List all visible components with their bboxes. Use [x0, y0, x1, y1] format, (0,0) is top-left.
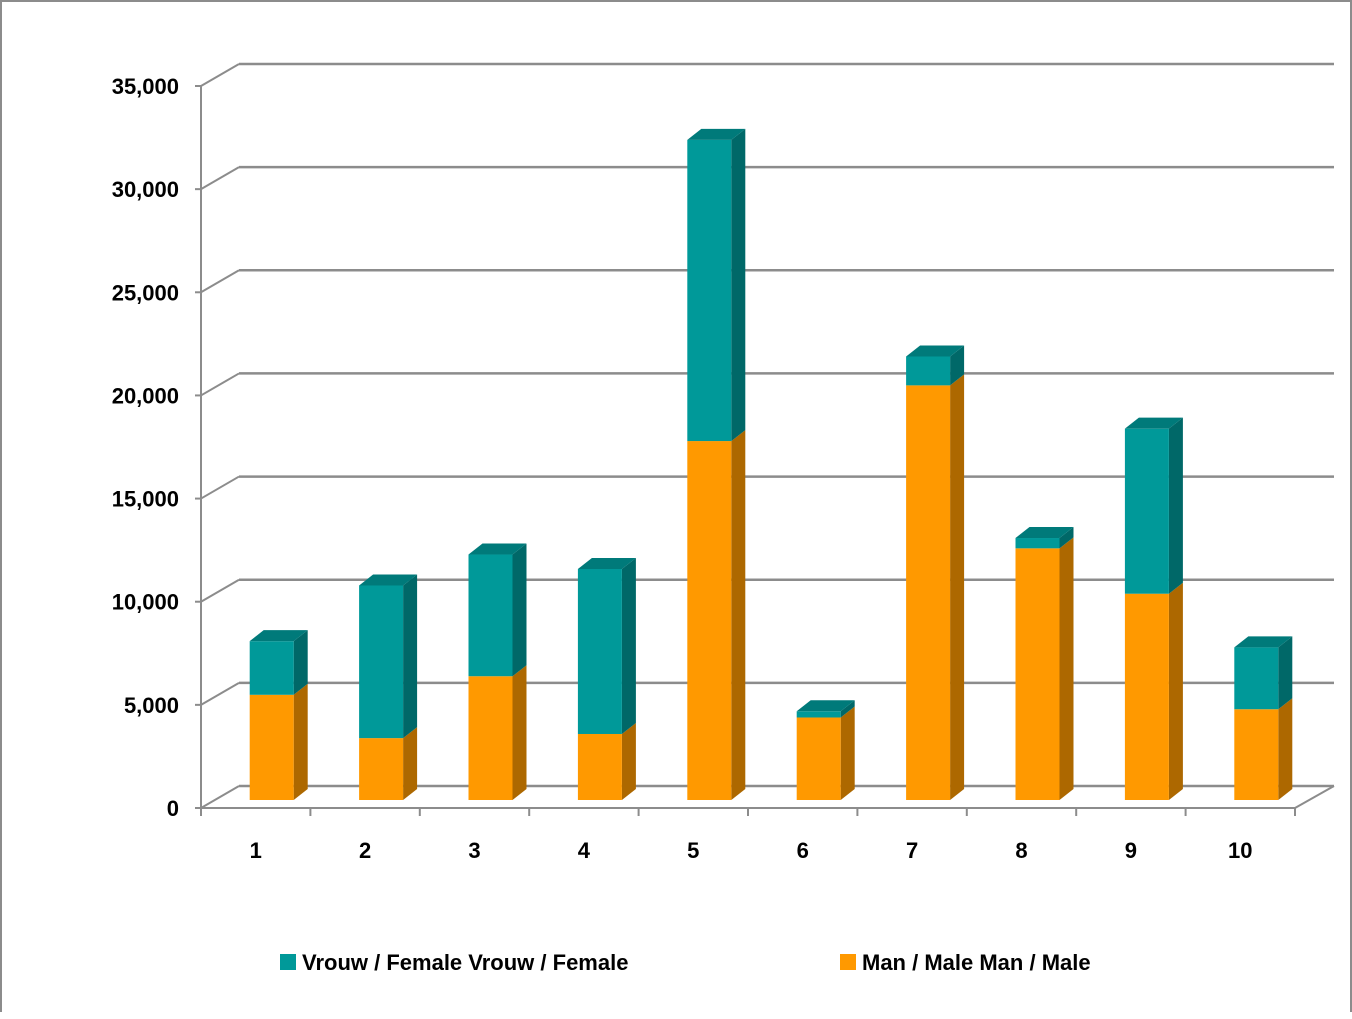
gridline-connector: [200, 269, 240, 294]
bar: [1015, 548, 1060, 800]
bar-side: [1059, 537, 1074, 800]
bar-side: [512, 665, 527, 800]
bar-side: [1168, 582, 1183, 800]
x-tick-label: 10: [1228, 838, 1252, 863]
bar: [687, 441, 732, 800]
bar: [1234, 709, 1279, 800]
bar-top: [359, 574, 418, 586]
bar: [359, 585, 404, 739]
bar-side: [840, 700, 855, 718]
bar: [249, 641, 294, 695]
bar: [468, 554, 513, 677]
bar-top: [687, 128, 746, 140]
bar: [687, 139, 732, 442]
bar: [1124, 593, 1169, 800]
bar-side: [403, 574, 418, 739]
bar-side: [293, 683, 308, 800]
x-tick-label: 3: [468, 838, 480, 863]
bar-side: [1278, 636, 1293, 710]
gridline-connector: [200, 166, 240, 191]
bar-top: [1234, 636, 1293, 648]
bar-side: [403, 727, 418, 800]
gridline-connector: [200, 475, 240, 500]
gridline-connector: [200, 372, 240, 397]
y-tick-label: 30,000: [112, 177, 179, 202]
bar-side: [731, 430, 746, 800]
y-tick-label: 5,000: [124, 693, 179, 718]
bar: [1015, 538, 1060, 549]
bar-side: [621, 722, 636, 800]
bar: [468, 676, 513, 800]
y-tick-label: 20,000: [112, 383, 179, 408]
floor-edge: [1294, 785, 1335, 809]
bar: [249, 694, 294, 800]
bar-side: [1278, 698, 1293, 800]
x-tick-label: 7: [906, 838, 918, 863]
bar-side: [293, 630, 308, 695]
x-tick-label: 2: [359, 838, 371, 863]
y-tick-label: 15,000: [112, 487, 179, 512]
y-tick-label: 35,000: [112, 74, 179, 99]
bar-side: [950, 374, 965, 800]
x-tick-label: 9: [1125, 838, 1137, 863]
gridline-connector: [200, 785, 240, 809]
legend-swatch: [840, 954, 856, 970]
gridline-connector: [200, 63, 240, 87]
bar: [796, 711, 841, 718]
bar-top: [1015, 527, 1074, 539]
y-tick-label: 0: [167, 796, 179, 821]
bar-side: [1168, 417, 1183, 594]
bar-side: [1059, 527, 1074, 549]
bar-top: [906, 345, 965, 357]
bar-top: [468, 543, 527, 555]
bar: [577, 733, 622, 800]
x-tick-label: 4: [578, 838, 591, 863]
x-tick-label: 5: [687, 838, 699, 863]
y-tick-label: 10,000: [112, 590, 179, 615]
bar-top: [1124, 417, 1183, 429]
bar-side: [950, 345, 965, 386]
bar-top: [249, 630, 308, 642]
bar-side: [731, 128, 746, 442]
legend-label: Man / Male Man / Male: [862, 950, 1091, 975]
bar: [1234, 647, 1279, 710]
legend-swatch: [280, 954, 296, 970]
gridline-connector: [200, 681, 240, 706]
y-tick-label: 25,000: [112, 280, 179, 305]
x-tick-label: 6: [797, 838, 809, 863]
bar: [906, 356, 951, 386]
x-tick-label: 8: [1015, 838, 1027, 863]
gridline-connector: [200, 578, 240, 603]
bar-side: [840, 706, 855, 800]
bar: [1124, 428, 1169, 594]
bar-top: [577, 557, 636, 569]
bar: [906, 385, 951, 800]
x-tick-label: 1: [250, 838, 262, 863]
bar-top: [796, 700, 855, 712]
legend-label: Vrouw / Female Vrouw / Female: [302, 950, 628, 975]
bar: [359, 738, 404, 800]
bar-side: [621, 557, 636, 734]
bar: [577, 568, 622, 734]
bar-side: [512, 543, 527, 677]
bar: [796, 717, 841, 800]
